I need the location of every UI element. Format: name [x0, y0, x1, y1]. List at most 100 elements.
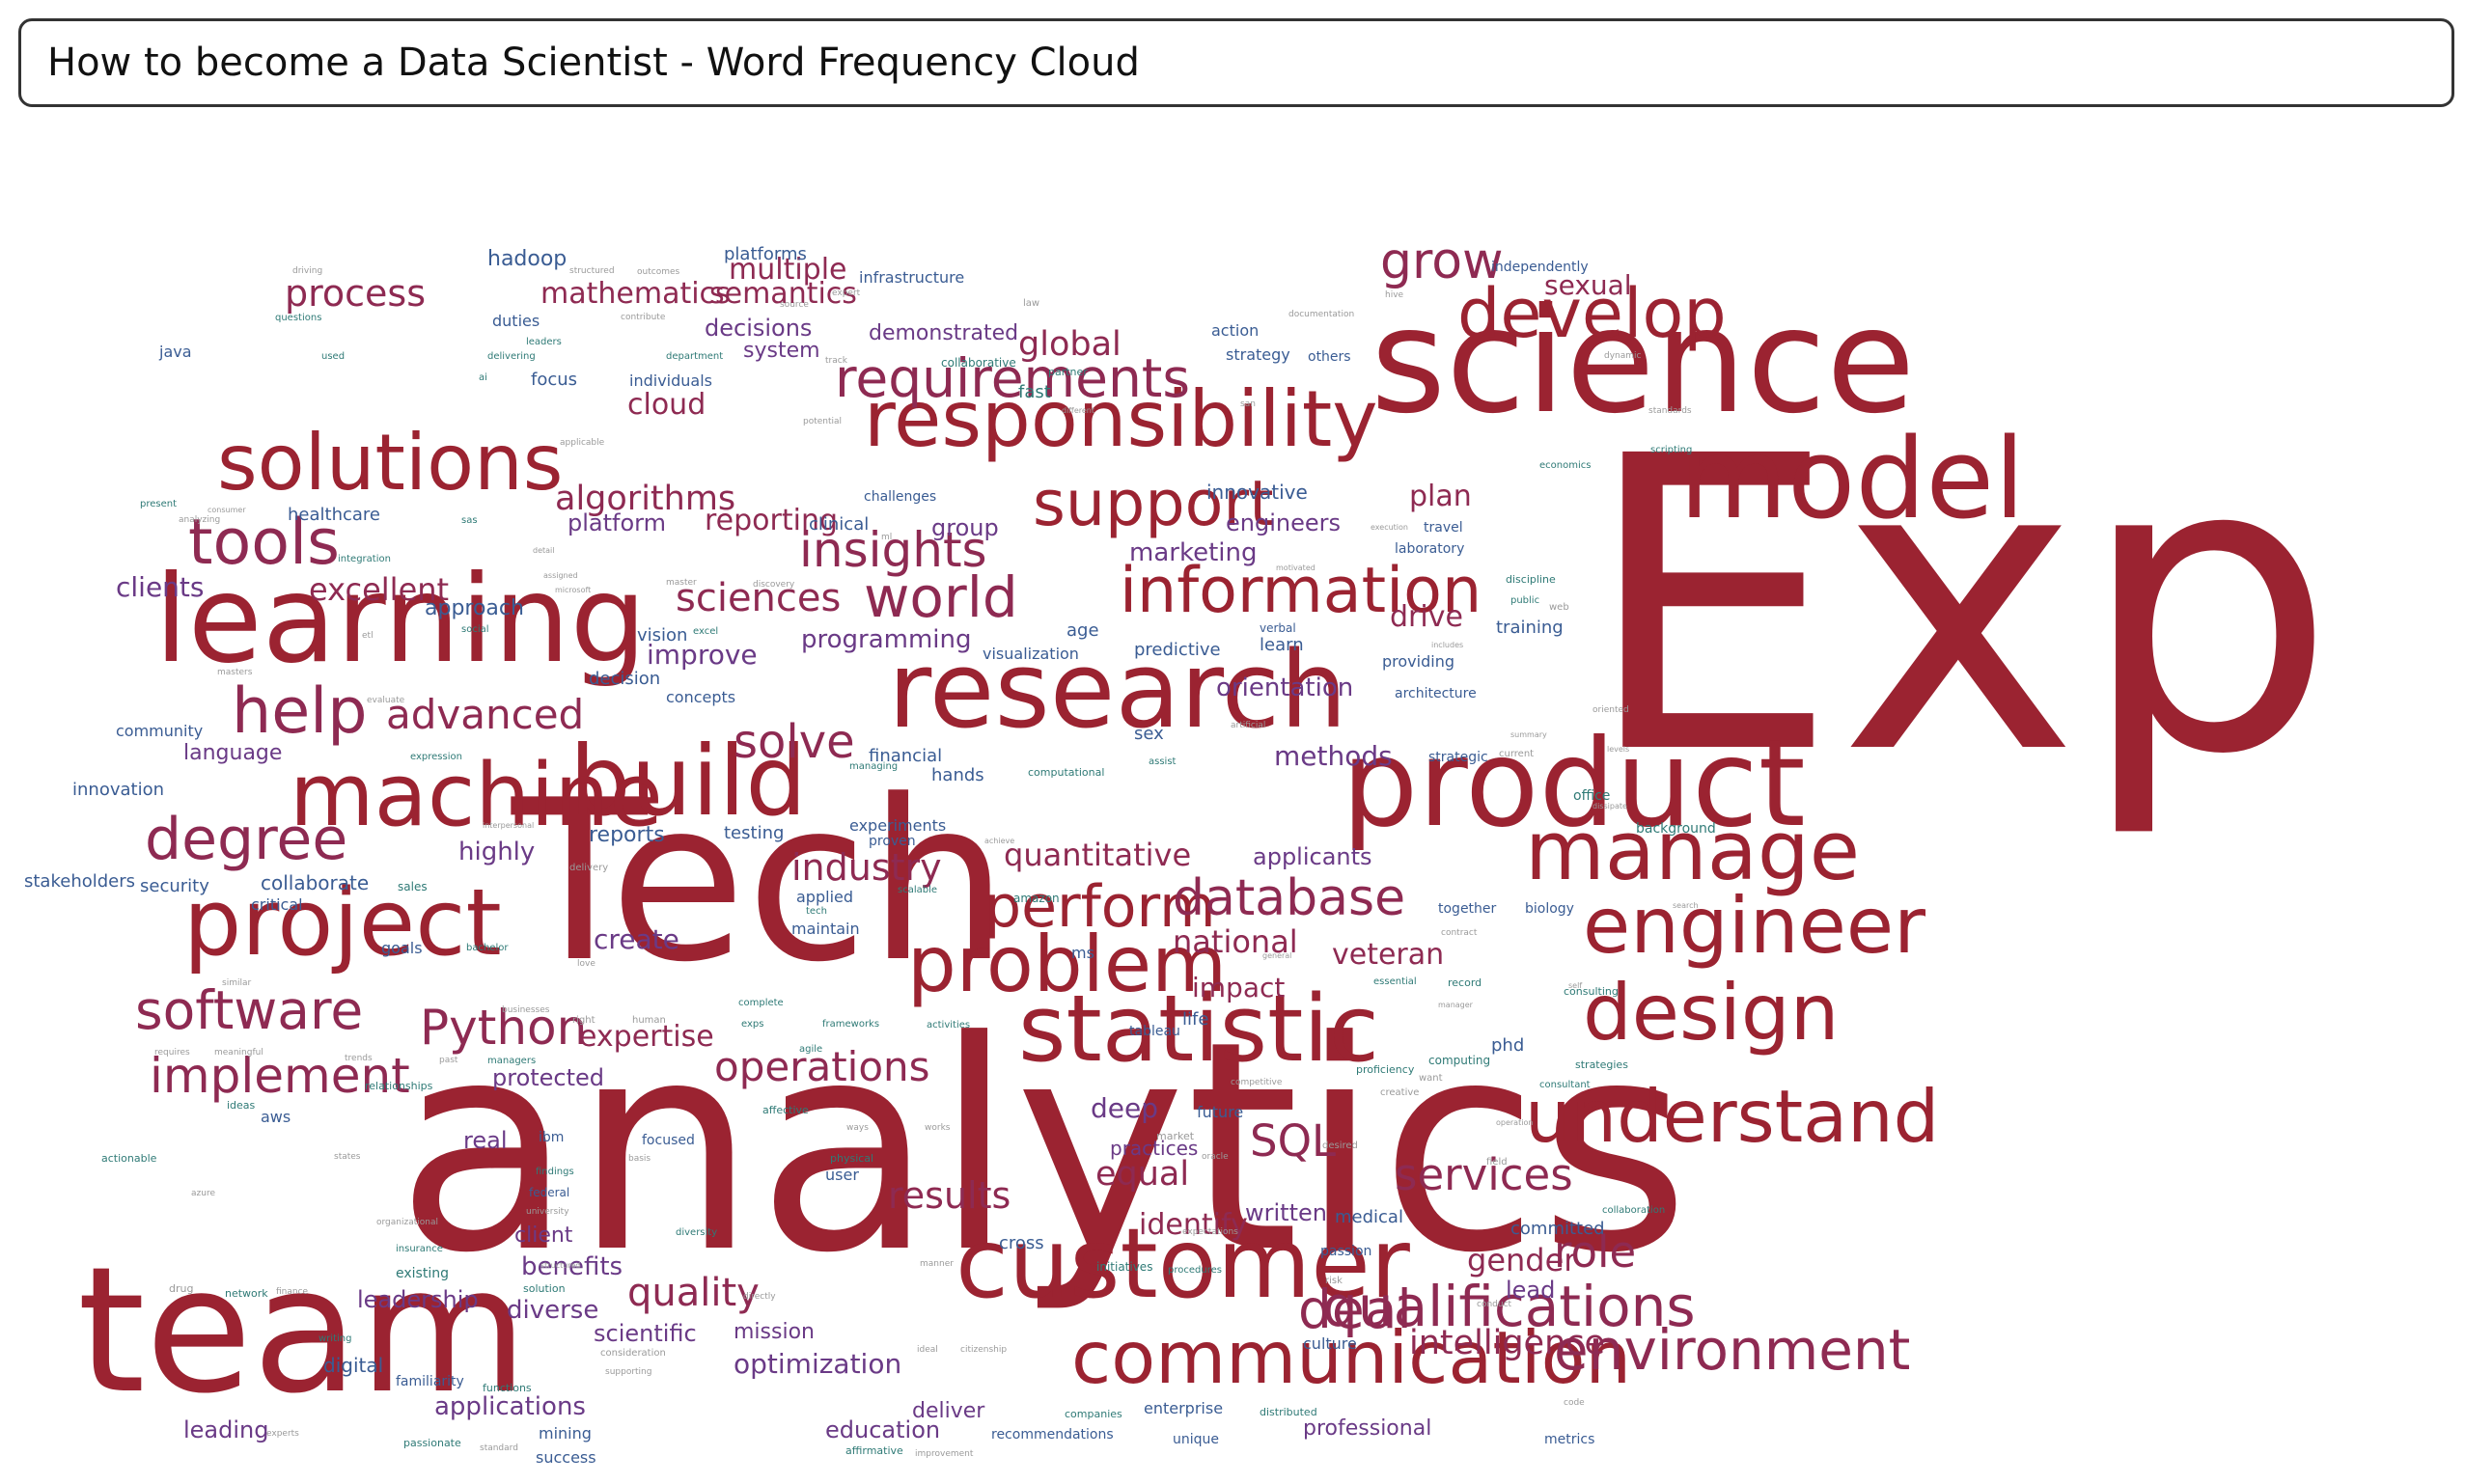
cloud-word: innovation: [72, 780, 164, 800]
cloud-word: strategies: [1575, 1058, 1628, 1071]
cloud-word: design: [1583, 968, 1840, 1058]
cloud-word: manner: [920, 1259, 954, 1269]
cloud-word: social: [461, 624, 489, 635]
cloud-word: requires: [154, 1048, 190, 1058]
cloud-word: mining: [539, 1424, 592, 1443]
cloud-word: hands: [931, 765, 984, 785]
cloud-word: managers: [487, 1056, 537, 1066]
cloud-word: bachelor: [466, 943, 509, 953]
cloud-word: summary: [1510, 730, 1547, 739]
cloud-word: future: [1197, 1103, 1244, 1121]
cloud-word: Python: [420, 1000, 588, 1056]
cloud-word: achieve: [984, 837, 1015, 845]
cloud-word: sciences: [676, 576, 842, 620]
cloud-word: directly: [743, 1292, 776, 1302]
cloud-word: build: [569, 725, 807, 838]
cloud-word: drug: [169, 1282, 194, 1295]
cloud-word: quantitative: [1004, 837, 1192, 873]
cloud-word: goals: [381, 939, 423, 957]
cloud-word: understand: [1525, 1074, 1940, 1159]
cloud-word: public: [1510, 595, 1540, 606]
cloud-word: initiatives: [1096, 1260, 1153, 1274]
cloud-word: equal: [1095, 1155, 1190, 1194]
cloud-word: exps: [741, 1019, 764, 1030]
cloud-word: physical: [830, 1152, 874, 1165]
cloud-word: learning: [154, 550, 647, 690]
cloud-word: expectations: [1182, 1227, 1238, 1237]
cloud-word: optimization: [734, 1348, 902, 1380]
cloud-word: companies: [1065, 1408, 1122, 1420]
cloud-word: sex: [1134, 724, 1164, 744]
cloud-word: present: [140, 499, 178, 509]
cloud-word: drive: [1390, 600, 1463, 634]
cloud-word: search: [1673, 901, 1699, 910]
cloud-word: operations: [714, 1043, 930, 1090]
cloud-word: consideration: [600, 1348, 666, 1359]
cloud-word: ai: [479, 372, 487, 383]
cloud-word: insights: [799, 522, 987, 578]
cloud-word: integration: [338, 554, 391, 564]
cloud-word: economics: [1539, 460, 1592, 471]
cloud-word: global: [1018, 325, 1122, 364]
cloud-word: science: [1371, 278, 1916, 446]
cloud-word: deep: [1091, 1092, 1158, 1124]
cloud-word: user: [825, 1166, 859, 1184]
cloud-word: committed: [1510, 1219, 1605, 1239]
cloud-word: scientific: [594, 1320, 697, 1347]
cloud-word: product: [1342, 714, 1806, 854]
cloud-word: demonstrated: [869, 321, 1019, 345]
cloud-word: verbal: [1260, 621, 1296, 635]
cloud-word: client: [514, 1223, 573, 1248]
title-bar: How to become a Data Scientist - Word Fr…: [18, 18, 2454, 107]
cloud-word: meaningful: [214, 1048, 263, 1058]
cloud-word: code: [1564, 1398, 1585, 1408]
cloud-word: machine: [290, 745, 663, 846]
cloud-word: medical: [1335, 1207, 1403, 1227]
cloud-word: ml: [881, 533, 893, 542]
cloud-word: tech: [806, 906, 827, 917]
cloud-word: supporting: [605, 1367, 652, 1377]
page-title: How to become a Data Scientist - Word Fr…: [47, 41, 1140, 85]
cloud-word: engineers: [1226, 509, 1341, 536]
cloud-word: discipline: [1506, 573, 1556, 586]
cloud-word: similar: [222, 978, 252, 988]
cloud-word: database: [1173, 869, 1406, 927]
cloud-word: communication: [1071, 1315, 1632, 1400]
cloud-word: driving: [292, 266, 323, 276]
cloud-word: standards: [1648, 406, 1692, 416]
cloud-word: software: [135, 979, 364, 1041]
cloud-word: problem: [907, 920, 1228, 1009]
cloud-word: agile: [799, 1044, 823, 1055]
cloud-word: office: [1573, 788, 1611, 804]
cloud-word: concepts: [666, 688, 736, 706]
cloud-word: applicants: [1253, 843, 1372, 870]
cloud-word: action: [1211, 321, 1260, 340]
cloud-word: responsibility: [864, 374, 1378, 464]
cloud-word: structured: [540, 1261, 581, 1270]
cloud-word: qualifications: [1322, 1274, 1696, 1339]
cloud-word: university: [526, 1207, 569, 1217]
cloud-word: java: [159, 343, 192, 361]
cloud-word: programming: [801, 625, 972, 654]
cloud-word: network: [225, 1287, 268, 1300]
cloud-word: operation: [1496, 1118, 1534, 1127]
cloud-word: activities: [927, 1020, 971, 1031]
cloud-word: assigned: [543, 571, 578, 580]
cloud-word: perform: [984, 873, 1216, 941]
cloud-word: consumer: [208, 506, 246, 514]
cloud-word: security: [140, 876, 209, 896]
cloud-word: unique: [1173, 1432, 1220, 1447]
cloud-word: decisions: [705, 315, 813, 342]
cloud-word: desired: [1322, 1140, 1358, 1151]
cloud-word: hadoop: [487, 247, 568, 271]
cloud-word: web: [1549, 602, 1569, 613]
cloud-word: advanced: [386, 691, 585, 738]
cloud-word: detail: [533, 546, 555, 555]
cloud-word: track: [825, 356, 847, 366]
cloud-word: implement: [150, 1048, 410, 1104]
cloud-word: solve: [734, 715, 855, 769]
cloud-word: improve: [647, 639, 758, 671]
cloud-word: contract: [1441, 928, 1478, 938]
cloud-word: hive: [1385, 290, 1404, 300]
cloud-word: algorithms: [555, 480, 736, 518]
